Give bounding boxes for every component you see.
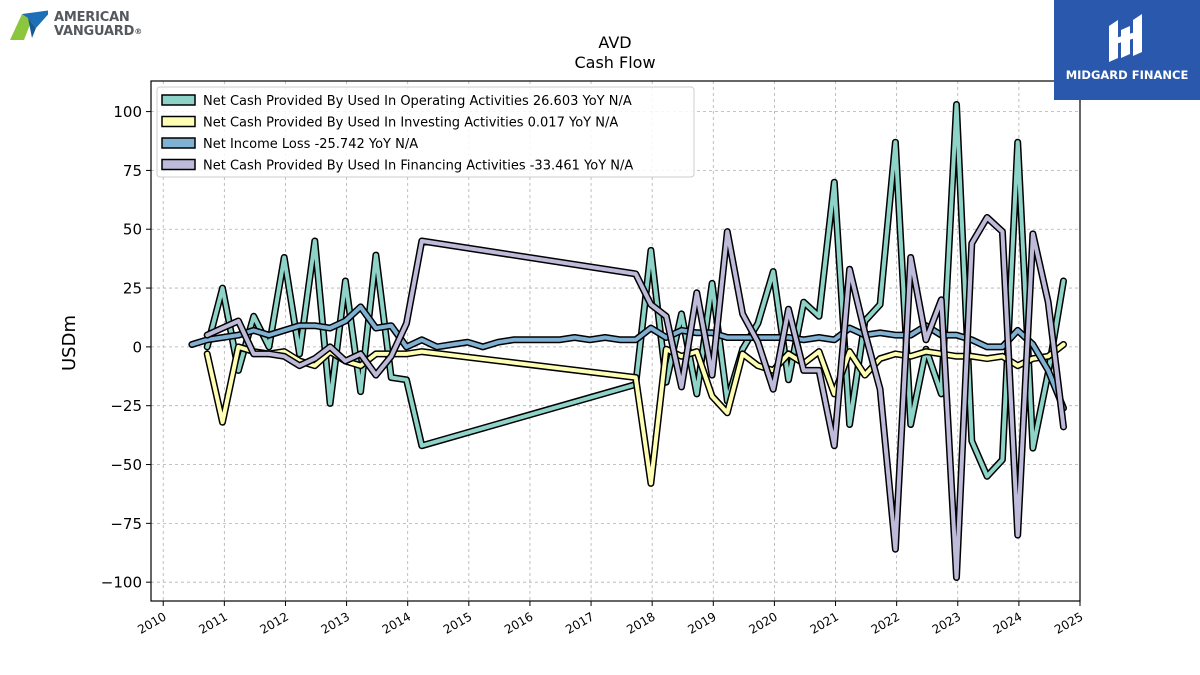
- x-tick-label: 2020: [746, 609, 779, 636]
- legend-entry: Net Cash Provided By Used In Operating A…: [203, 94, 632, 109]
- x-tick-label: 2017: [563, 609, 596, 636]
- x-tick-label: 2011: [196, 609, 229, 636]
- x-tick-label: 2014: [380, 609, 413, 636]
- y-tick-label: −75: [110, 515, 142, 533]
- x-tick-label: 2024: [991, 609, 1024, 636]
- x-tick-label: 2019: [685, 609, 718, 636]
- logo-text-line2: VANGUARD®: [54, 25, 142, 39]
- logo-text-vanguard: VANGUARD: [54, 24, 135, 39]
- y-tick-label: 75: [123, 162, 142, 180]
- x-tick-label: 2021: [808, 609, 841, 636]
- legend-swatch: [161, 137, 196, 149]
- y-axis-label: USDm: [59, 315, 80, 371]
- series-line-3: [205, 215, 1066, 580]
- registered-mark: ®: [134, 27, 143, 36]
- x-tick-label: 2013: [319, 609, 352, 636]
- y-tick-label: 50: [123, 221, 142, 239]
- plot-frame: [150, 80, 1081, 602]
- logo-text-line1: AMERICAN: [54, 10, 130, 25]
- x-tick-label: 2018: [624, 609, 657, 636]
- series-line-1: [205, 342, 1066, 486]
- y-tick-label: −25: [110, 397, 142, 415]
- x-tick-label: 2015: [441, 609, 474, 636]
- y-tick-label: 25: [123, 280, 142, 298]
- y-tick-label: 100: [113, 103, 142, 121]
- chart-title: AVD: [598, 33, 631, 52]
- american-vanguard-logo: AMERICAN VANGUARD®: [8, 8, 168, 44]
- y-axis-ticks: −100 −75 −50 −25 0 25 50 75 100: [101, 103, 151, 592]
- midgard-finance-mark-icon: [1109, 14, 1142, 62]
- series-lines: [188, 101, 1067, 581]
- y-tick-label: −100: [101, 574, 142, 592]
- y-tick-label: −50: [110, 456, 142, 474]
- x-tick-label: 2016: [502, 609, 535, 636]
- legend-swatch: [161, 94, 196, 106]
- legend-box: [156, 86, 695, 178]
- american-vanguard-logo-mark-icon: [10, 10, 48, 40]
- legend-swatch: [161, 158, 196, 171]
- midgard-finance-logo: MIDGARD FINANCE: [1054, 0, 1200, 100]
- x-tick-label: 2022: [869, 609, 902, 636]
- midgard-finance-text: MIDGARD FINANCE: [1065, 68, 1189, 82]
- series-line-2: [189, 304, 1066, 411]
- legend-entry: Net Income Loss -25.742 YoY N/A: [203, 137, 418, 152]
- legend-entry: Net Cash Provided By Used In Investing A…: [203, 116, 618, 131]
- x-tick-label: 2023: [930, 609, 963, 636]
- x-axis-ticks: 2010 2011 2012 2013 2014 2015 2016 2017 2018 2019…: [135, 601, 1086, 637]
- legend-entry: Net Cash Provided By Used In Financing A…: [203, 159, 633, 174]
- x-tick-label: 2012: [258, 609, 291, 636]
- chart-subtitle: Cash Flow: [574, 53, 655, 72]
- legend-swatch: [161, 115, 196, 128]
- legend: Net Cash Provided By Used In Operating A…: [156, 86, 695, 178]
- y-tick-label: 0: [132, 338, 142, 356]
- x-tick-label: 2010: [135, 609, 168, 636]
- x-tick-label: 2025: [1052, 609, 1085, 636]
